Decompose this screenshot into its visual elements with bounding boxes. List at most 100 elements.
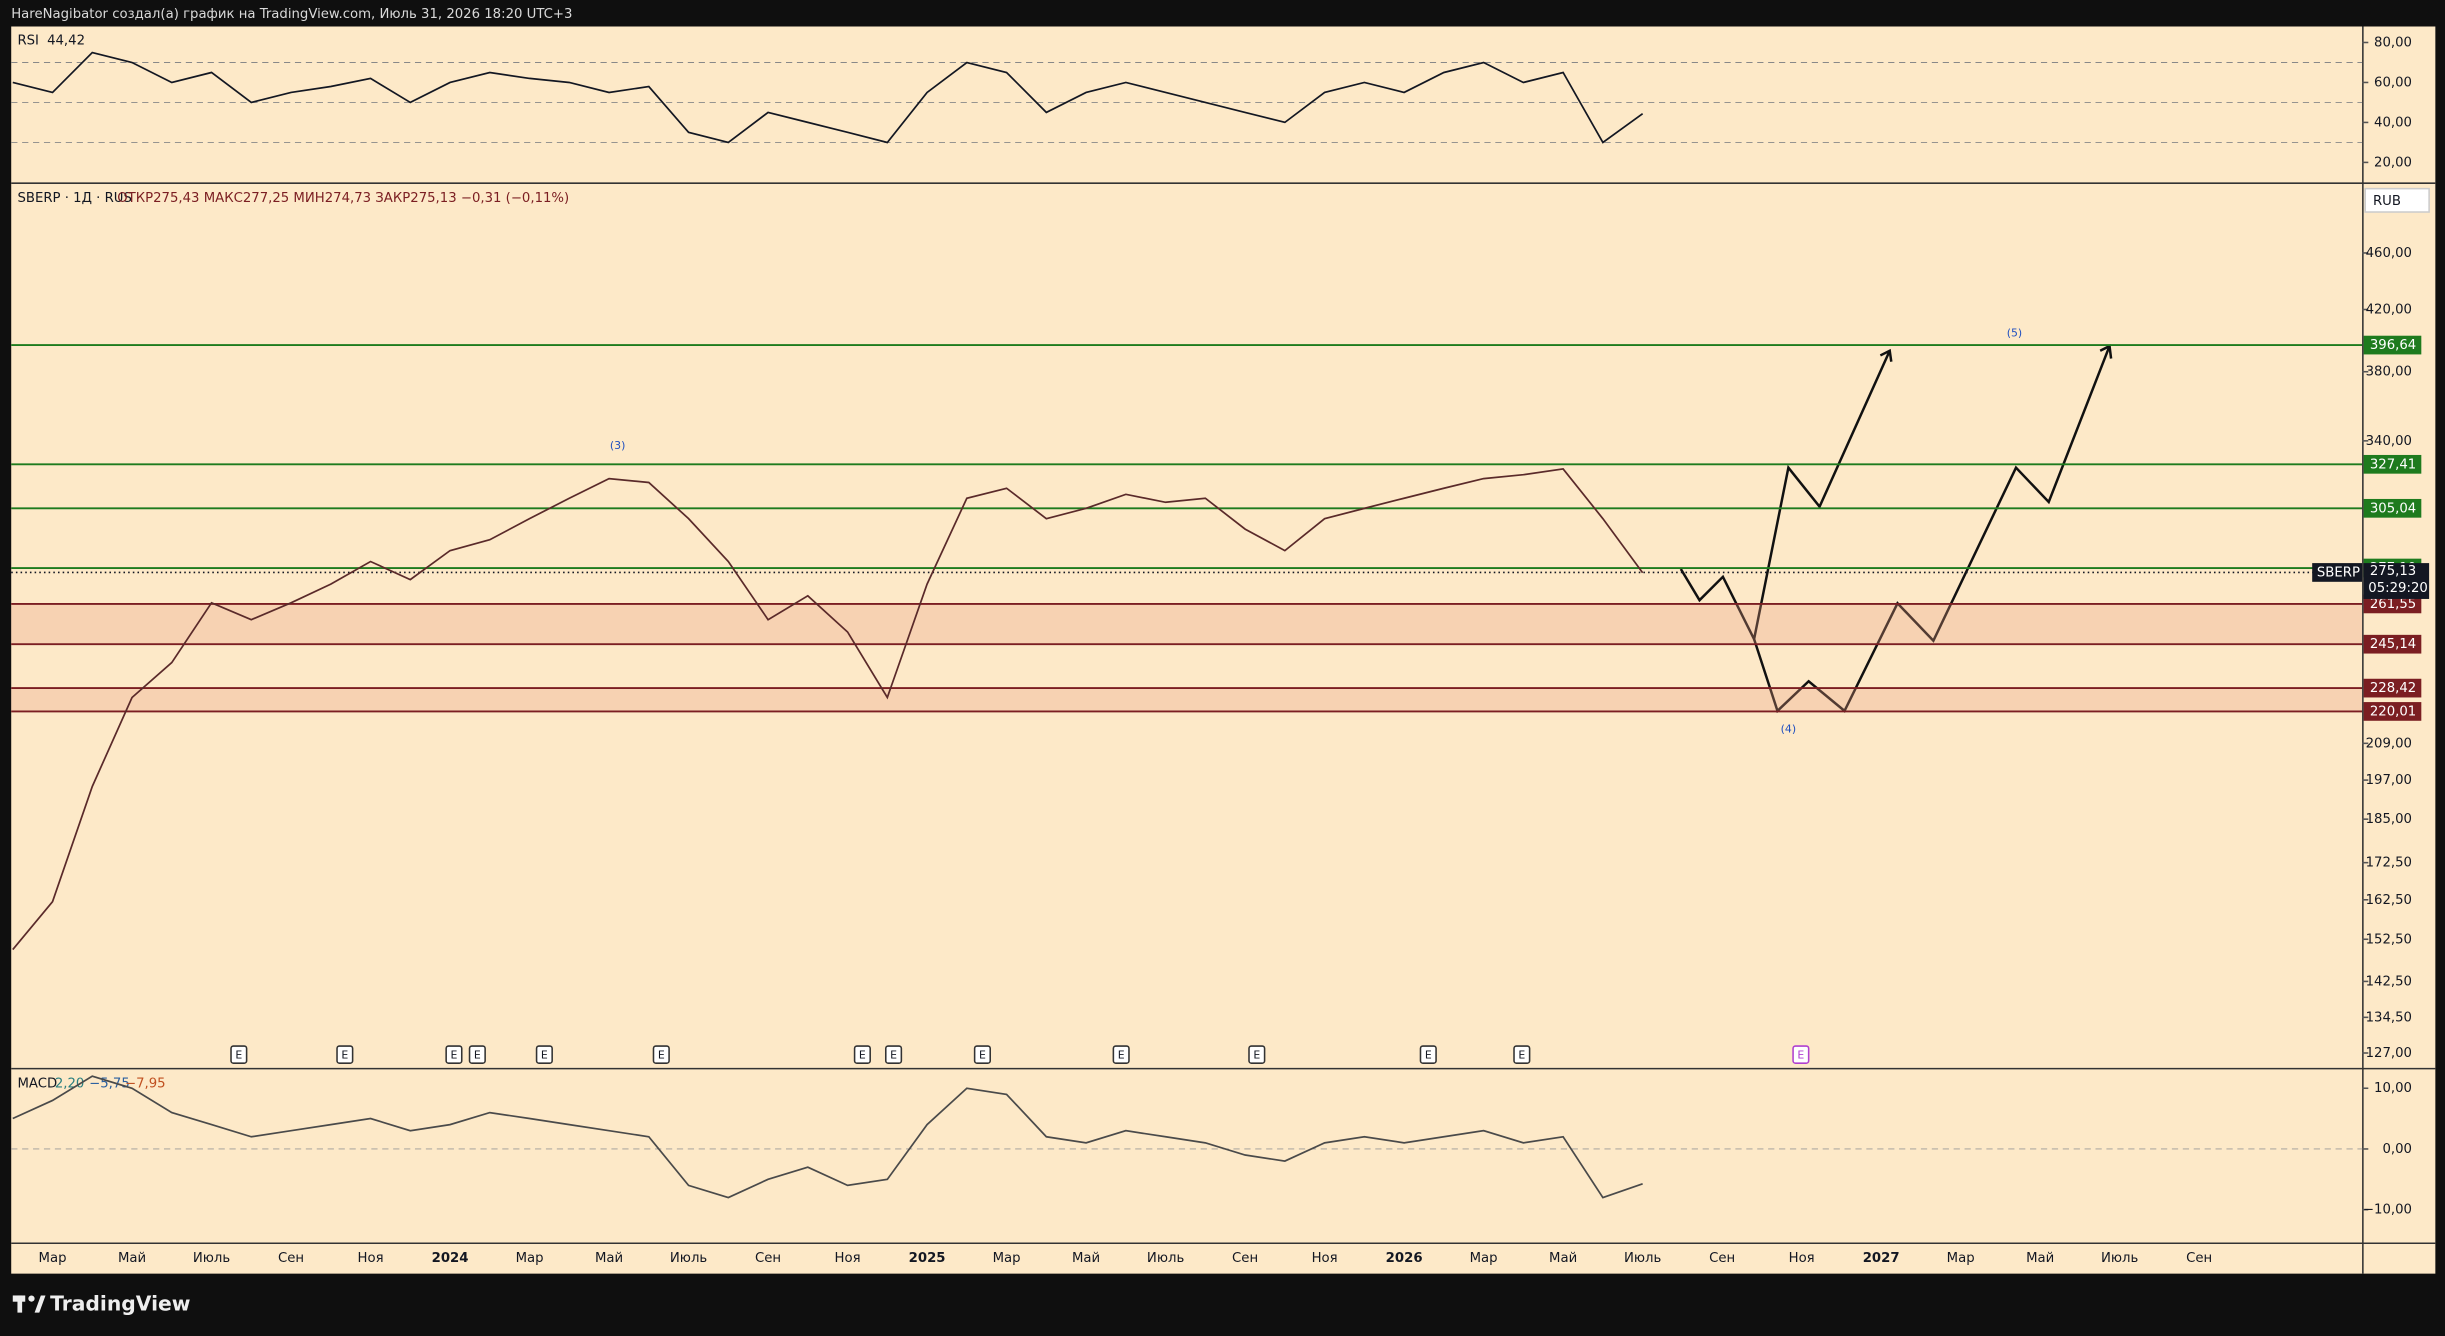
- earnings-label: E: [890, 1048, 897, 1061]
- x-tick-label: Ноя: [1312, 1251, 1338, 1266]
- logo: TradingView: [12, 1291, 190, 1315]
- y-tick-label: 40,00: [2374, 115, 2412, 130]
- logo-mark: [28, 1295, 35, 1302]
- x-tick-label: Сен: [1232, 1251, 1258, 1266]
- x-tick-label: Май: [1549, 1251, 1577, 1266]
- countdown: 05:29:20: [2368, 581, 2428, 596]
- earnings-label: E: [1118, 1048, 1125, 1061]
- y-tick-label: 80,00: [2374, 35, 2412, 50]
- wave-label: (4): [1781, 723, 1796, 736]
- y-tick-label: 20,00: [2374, 155, 2412, 170]
- chart-area: [11, 26, 2436, 1274]
- earnings-label: E: [658, 1048, 665, 1061]
- x-tick-label: Мар: [39, 1251, 67, 1266]
- earnings-icon: [230, 1045, 248, 1064]
- wave-label: (3): [610, 439, 625, 452]
- y-tick-label: 0,00: [2382, 1142, 2412, 1157]
- level-tag: [2363, 678, 2422, 698]
- x-tick-label: Июль: [1624, 1251, 1662, 1266]
- x-tick-label: Мар: [516, 1251, 544, 1266]
- x-tick-label: Мар: [993, 1251, 1021, 1266]
- rsi-value: 44,42: [47, 34, 85, 49]
- y-tick-label: 172,50: [2366, 856, 2412, 871]
- ohlc-legend: ОТКР275,43 МАКС277,25 МИН274,73 ЗАКР275,…: [117, 191, 569, 206]
- earnings-icon: [445, 1045, 463, 1064]
- price-tag: [2312, 563, 2363, 582]
- wave-label: (5): [2007, 327, 2022, 340]
- earnings-icon: [652, 1045, 670, 1064]
- header: HareNagibator создал(а) график на Tradin…: [11, 7, 572, 22]
- earnings-label: E: [474, 1048, 481, 1061]
- earnings-label: E: [341, 1048, 348, 1061]
- y-tick-label: 380,00: [2366, 365, 2412, 380]
- x-tick-label: Май: [2026, 1251, 2054, 1266]
- level-tag: [2363, 634, 2422, 654]
- logo-mark: [17, 1295, 23, 1313]
- series-line: [12, 1075, 1643, 1199]
- x-tick-label: 2024: [432, 1251, 469, 1266]
- x-tick-label: Июль: [1147, 1251, 1185, 1266]
- x-tick-label: Май: [118, 1251, 146, 1266]
- x-tick-label: 2027: [1863, 1251, 1900, 1266]
- macd-signal: −7,95: [125, 1076, 166, 1091]
- y-tick-label: 197,00: [2366, 773, 2412, 788]
- level-label: 220,01: [2370, 704, 2416, 719]
- macd-hist: 2,20: [55, 1076, 85, 1091]
- y-tick-label: −10,00: [2363, 1203, 2412, 1218]
- level-tag: [2363, 702, 2422, 721]
- y-tick-label: 162,50: [2366, 893, 2412, 908]
- zone: [11, 603, 2363, 645]
- y-tick-label: 127,00: [2366, 1046, 2412, 1061]
- y-tick-label: 134,50: [2366, 1010, 2412, 1025]
- level-tag: [2363, 454, 2422, 474]
- earnings-icon: [1112, 1045, 1130, 1064]
- y-tick-label: 460,00: [2366, 246, 2412, 261]
- earnings-icon: [468, 1045, 486, 1064]
- symbol: SBERP · 1Д · RUS: [17, 191, 131, 206]
- y-tick-label: 152,50: [2366, 932, 2412, 947]
- last-price-label: 275,13: [2370, 564, 2416, 579]
- x-tick-label: Июль: [670, 1251, 708, 1266]
- x-tick-label: Июль: [2101, 1251, 2139, 1266]
- level-label: 396,64: [2370, 338, 2416, 353]
- earnings-label: E: [859, 1048, 866, 1061]
- earnings-label: E: [979, 1048, 986, 1061]
- level-tag: [2363, 594, 2422, 614]
- x-tick-label: 2025: [909, 1251, 946, 1266]
- x-tick-label: 2026: [1386, 1251, 1423, 1266]
- x-tick-label: Мар: [1470, 1251, 1498, 1266]
- level-label: 327,41: [2370, 457, 2416, 472]
- x-tick-label: Ноя: [358, 1251, 384, 1266]
- zone: [11, 688, 2363, 712]
- earnings-label: E: [450, 1048, 457, 1061]
- currency: RUB: [2373, 194, 2401, 209]
- earnings-label: E: [235, 1048, 242, 1061]
- logo-text: TradingView: [50, 1291, 190, 1315]
- level-tag: [2363, 335, 2422, 355]
- y-tick-label: 60,00: [2374, 75, 2412, 90]
- price-tag-label: SBERP: [2317, 565, 2360, 580]
- rsi-label: RSI: [17, 34, 39, 49]
- y-tick-label: 185,00: [2366, 812, 2412, 827]
- y-tick-label: 10,00: [2374, 1081, 2412, 1096]
- earnings-label: E: [1425, 1048, 1432, 1061]
- x-tick-label: Ноя: [1789, 1251, 1815, 1266]
- earnings-icon: [1513, 1045, 1531, 1064]
- currency-box: [2364, 187, 2430, 213]
- earnings-label: E: [1253, 1048, 1260, 1061]
- level-label: 261,55: [2370, 597, 2416, 612]
- level-label: 228,42: [2370, 681, 2416, 696]
- macd-value: −5,75: [89, 1076, 130, 1091]
- y-tick-label: 142,50: [2366, 974, 2412, 989]
- x-tick-label: Сен: [278, 1251, 304, 1266]
- x-tick-label: Сен: [1709, 1251, 1735, 1266]
- macd-label: MACD: [17, 1076, 57, 1091]
- forecast-arrow: [1879, 348, 1893, 362]
- x-tick-label: Ноя: [835, 1251, 861, 1266]
- level-label: 245,14: [2370, 637, 2416, 652]
- earnings-icon: [884, 1045, 903, 1064]
- x-tick-label: Май: [1072, 1251, 1100, 1266]
- x-tick-label: Июль: [193, 1251, 231, 1266]
- forecast-arrow: [2099, 344, 2113, 359]
